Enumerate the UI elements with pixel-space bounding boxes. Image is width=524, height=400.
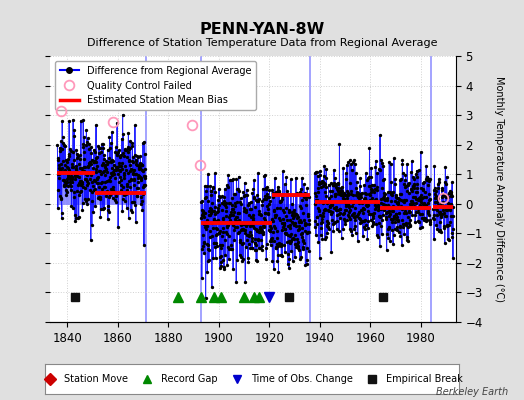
Text: Difference of Station Temperature Data from Regional Average: Difference of Station Temperature Data f…: [87, 38, 437, 48]
Text: Berkeley Earth: Berkeley Earth: [436, 387, 508, 397]
Legend: Station Move, Record Gap, Time of Obs. Change, Empirical Break: Station Move, Record Gap, Time of Obs. C…: [38, 371, 465, 387]
Text: PENN-YAN-8W: PENN-YAN-8W: [199, 22, 325, 37]
Y-axis label: Monthly Temperature Anomaly Difference (°C): Monthly Temperature Anomaly Difference (…: [494, 76, 504, 302]
Legend: Difference from Regional Average, Quality Control Failed, Estimated Station Mean: Difference from Regional Average, Qualit…: [54, 61, 256, 110]
